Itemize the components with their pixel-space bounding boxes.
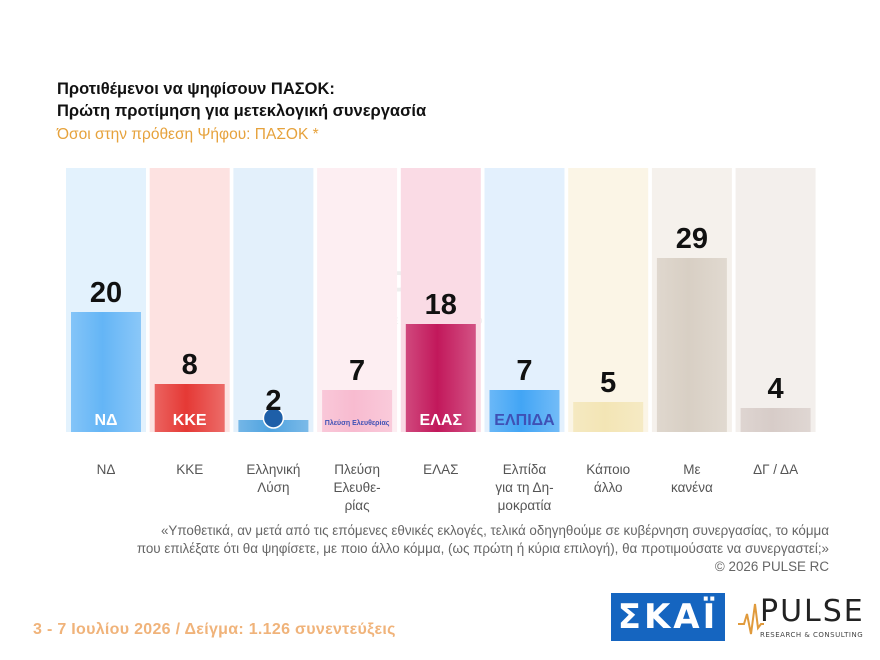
- pulse-heartbeat-icon: [738, 603, 764, 635]
- party-logo-text: ΕΛΠΙΔΑ: [494, 412, 555, 429]
- question-line1: «Υποθετικά, αν μετά από τις επόμενες εθν…: [160, 523, 829, 538]
- bar: [405, 324, 476, 432]
- skai-logo: ΣΚΑΪ: [611, 593, 725, 641]
- bar: [573, 402, 644, 432]
- column-background: [735, 168, 816, 432]
- data-label: 2: [265, 385, 281, 417]
- column-background: [317, 168, 398, 432]
- data-label: 7: [516, 355, 532, 387]
- question-line2: που επιλέξατε ότι θα ψηφίσετε, με ποιο ά…: [136, 541, 829, 556]
- chart-title-line2: Πρώτη προτίμηση για μετεκλογική συνεργασ…: [57, 102, 427, 120]
- bar: [154, 384, 225, 432]
- copyright-text: © 2026 PULSE RC: [714, 559, 829, 574]
- bar: [489, 390, 560, 432]
- category-label: για τη Δη-: [495, 480, 553, 495]
- category-label: ΚΚΕ: [176, 462, 203, 477]
- category-label: Με: [683, 462, 700, 477]
- party-logo-text: Πλεύση Ελευθερίας: [325, 419, 390, 427]
- category-label: άλλο: [594, 480, 623, 495]
- data-label: 8: [182, 349, 198, 381]
- party-logo-text: ΚΚΕ: [173, 412, 207, 429]
- party-logo-text: ΝΔ: [94, 412, 117, 429]
- category-label: κανένα: [671, 480, 713, 495]
- category-label: ρίας: [345, 498, 370, 513]
- data-label: 20: [90, 277, 122, 309]
- category-label: ΕΛΑΣ: [423, 462, 458, 477]
- bar: [740, 408, 811, 432]
- fieldwork-date-sample: 3 - 7 Ιουλίου 2026 / Δείγμα: 1.126 συνεν…: [33, 621, 396, 638]
- data-label: 5: [600, 367, 616, 399]
- chart-title-line1: Προτιθέμενοι να ψηφίσουν ΠΑΣΟΚ:: [57, 80, 335, 98]
- category-label: ΝΔ: [97, 462, 116, 477]
- survey-question: «Υποθετικά, αν μετά από τις επόμενες εθν…: [0, 522, 829, 576]
- data-label: 18: [425, 289, 457, 321]
- pulse-logo-subtext: RESEARCH & CONSULTING: [760, 631, 864, 639]
- category-label: Λύση: [257, 480, 289, 495]
- category-label: Κάποιο: [586, 462, 630, 477]
- category-label: ΔΓ / ΔΑ: [753, 462, 798, 477]
- pulse-logo-text: PULSE: [760, 594, 865, 629]
- pulse-logo: PULSE RESEARCH & CONSULTING: [738, 594, 868, 644]
- bar: [656, 258, 727, 432]
- chart-subtitle: Όσοι στην πρόθεση Ψήφου: ΠΑΣΟΚ *: [57, 126, 319, 143]
- party-logo-text: ΕΛΑΣ: [420, 412, 463, 429]
- bar: [71, 312, 141, 432]
- category-label: μοκρατία: [498, 498, 552, 513]
- data-label: 29: [676, 223, 708, 255]
- category-label: Ελληνική: [246, 462, 300, 477]
- category-label: Πλεύση: [334, 462, 380, 477]
- greek-solution-logo-icon: [262, 407, 285, 429]
- chart-title: Προτιθέμενοι να ψηφίσουν ΠΑΣΟΚ: Πρώτη πρ…: [57, 78, 426, 122]
- data-label: 4: [768, 373, 784, 405]
- category-label: Ελευθε-: [334, 480, 381, 495]
- column-background: [568, 168, 649, 432]
- bar: [322, 390, 393, 432]
- column-background: [233, 168, 314, 432]
- data-label: 7: [349, 355, 365, 387]
- column-background: [484, 168, 565, 432]
- category-label: Ελπίδα: [503, 462, 547, 477]
